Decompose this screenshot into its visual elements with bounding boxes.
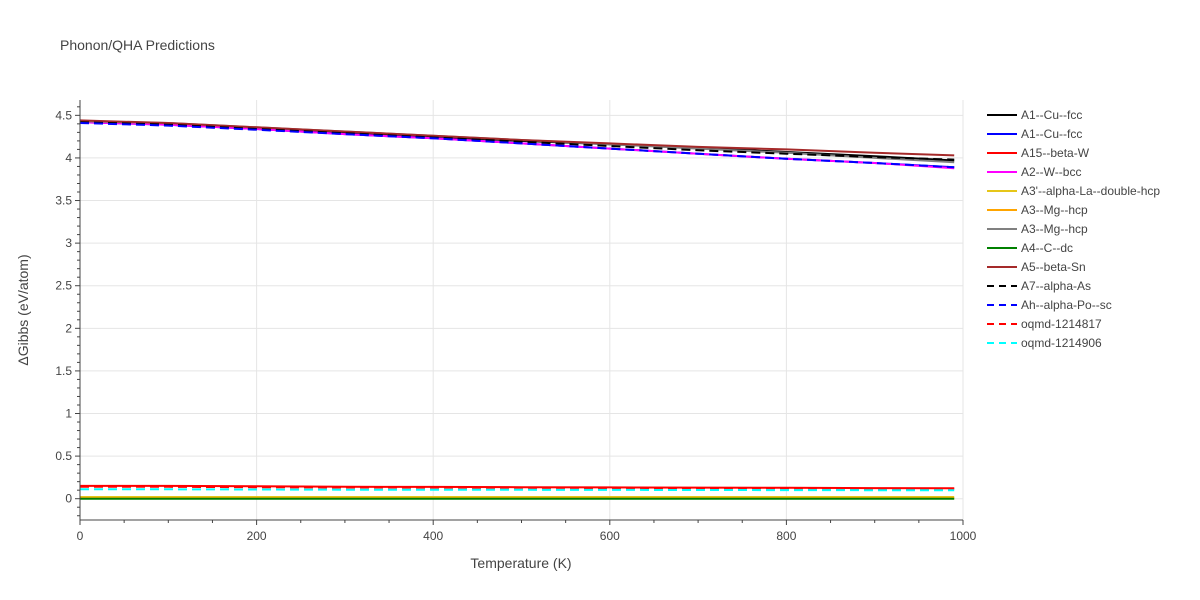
chart-title: Phonon/QHA Predictions [60,37,215,53]
legend-item[interactable]: A7--alpha-As [987,279,1091,293]
y-tick-label: 1 [65,407,72,421]
y-tick-label: 3 [65,236,72,250]
series-line [80,488,955,492]
legend-label: A7--alpha-As [1021,279,1091,293]
legend-item[interactable]: A3--Mg--hcp [987,203,1088,217]
legend-label: A4--C--dc [1021,241,1073,255]
y-tick-label: 0 [65,492,72,506]
legend-item[interactable]: Ah--alpha-Po--sc [987,298,1112,312]
legend-label: A2--W--bcc [1021,165,1081,179]
x-tick-label: 800 [776,529,796,543]
legend-item[interactable]: A2--W--bcc [987,165,1081,179]
legend-label: A3'--alpha-La--double-hcp [1021,184,1160,198]
legend-item[interactable]: A1--Cu--fcc [987,127,1082,141]
grid [80,100,964,520]
legend-item[interactable]: A1--Cu--fcc [987,108,1082,122]
y-tick-label: 1.5 [55,364,72,378]
legend-label: A3--Mg--hcp [1021,203,1088,217]
legend-item[interactable]: A5--beta-Sn [987,260,1086,274]
legend-item[interactable]: A15--beta-W [987,146,1090,160]
legend-item[interactable]: oqmd-1214817 [987,317,1102,331]
axes: 0 0.5 1 1.5 2 2.5 3 3.5 4 4.5 0 200 400 600 800 1000 [55,100,977,543]
legend[interactable]: A1--Cu--fcc A1--Cu--fcc A15--beta-W A2--W--… [987,108,1160,350]
series-line [80,485,955,490]
y-tick-label: 4.5 [55,108,72,122]
legend-item[interactable]: oqmd-1214906 [987,336,1102,350]
y-tick-label: 2.5 [55,279,72,293]
legend-label: A1--Cu--fcc [1021,127,1082,141]
y-tick-label: 3.5 [55,194,72,208]
x-axis-title: Temperature (K) [470,555,571,571]
y-axis-title: ΔGibbs (eV/atom) [15,254,31,365]
legend-label: oqmd-1214817 [1021,317,1102,331]
x-tick-label: 600 [600,529,620,543]
series-line [79,119,955,157]
x-tick-label: 0 [77,529,84,543]
plot-area [79,119,955,500]
legend-label: A5--beta-Sn [1021,260,1086,274]
x-tick-label: 200 [247,529,267,543]
legend-label: A1--Cu--fcc [1021,108,1082,122]
x-tick-label: 400 [423,529,443,543]
y-tick-label: 2 [65,321,72,335]
y-tick-label: 0.5 [55,449,72,463]
series-line [79,122,955,169]
legend-item[interactable]: A3'--alpha-La--double-hcp [987,184,1160,198]
legend-label: A3--Mg--hcp [1021,222,1088,236]
legend-label: Ah--alpha-Po--sc [1021,298,1112,312]
x-tick-label: 1000 [950,529,977,543]
y-tick-label: 4 [65,151,72,165]
legend-label: oqmd-1214906 [1021,336,1102,350]
legend-item[interactable]: A4--C--dc [987,241,1073,255]
legend-label: A15--beta-W [1021,146,1090,160]
legend-item[interactable]: A3--Mg--hcp [987,222,1088,236]
